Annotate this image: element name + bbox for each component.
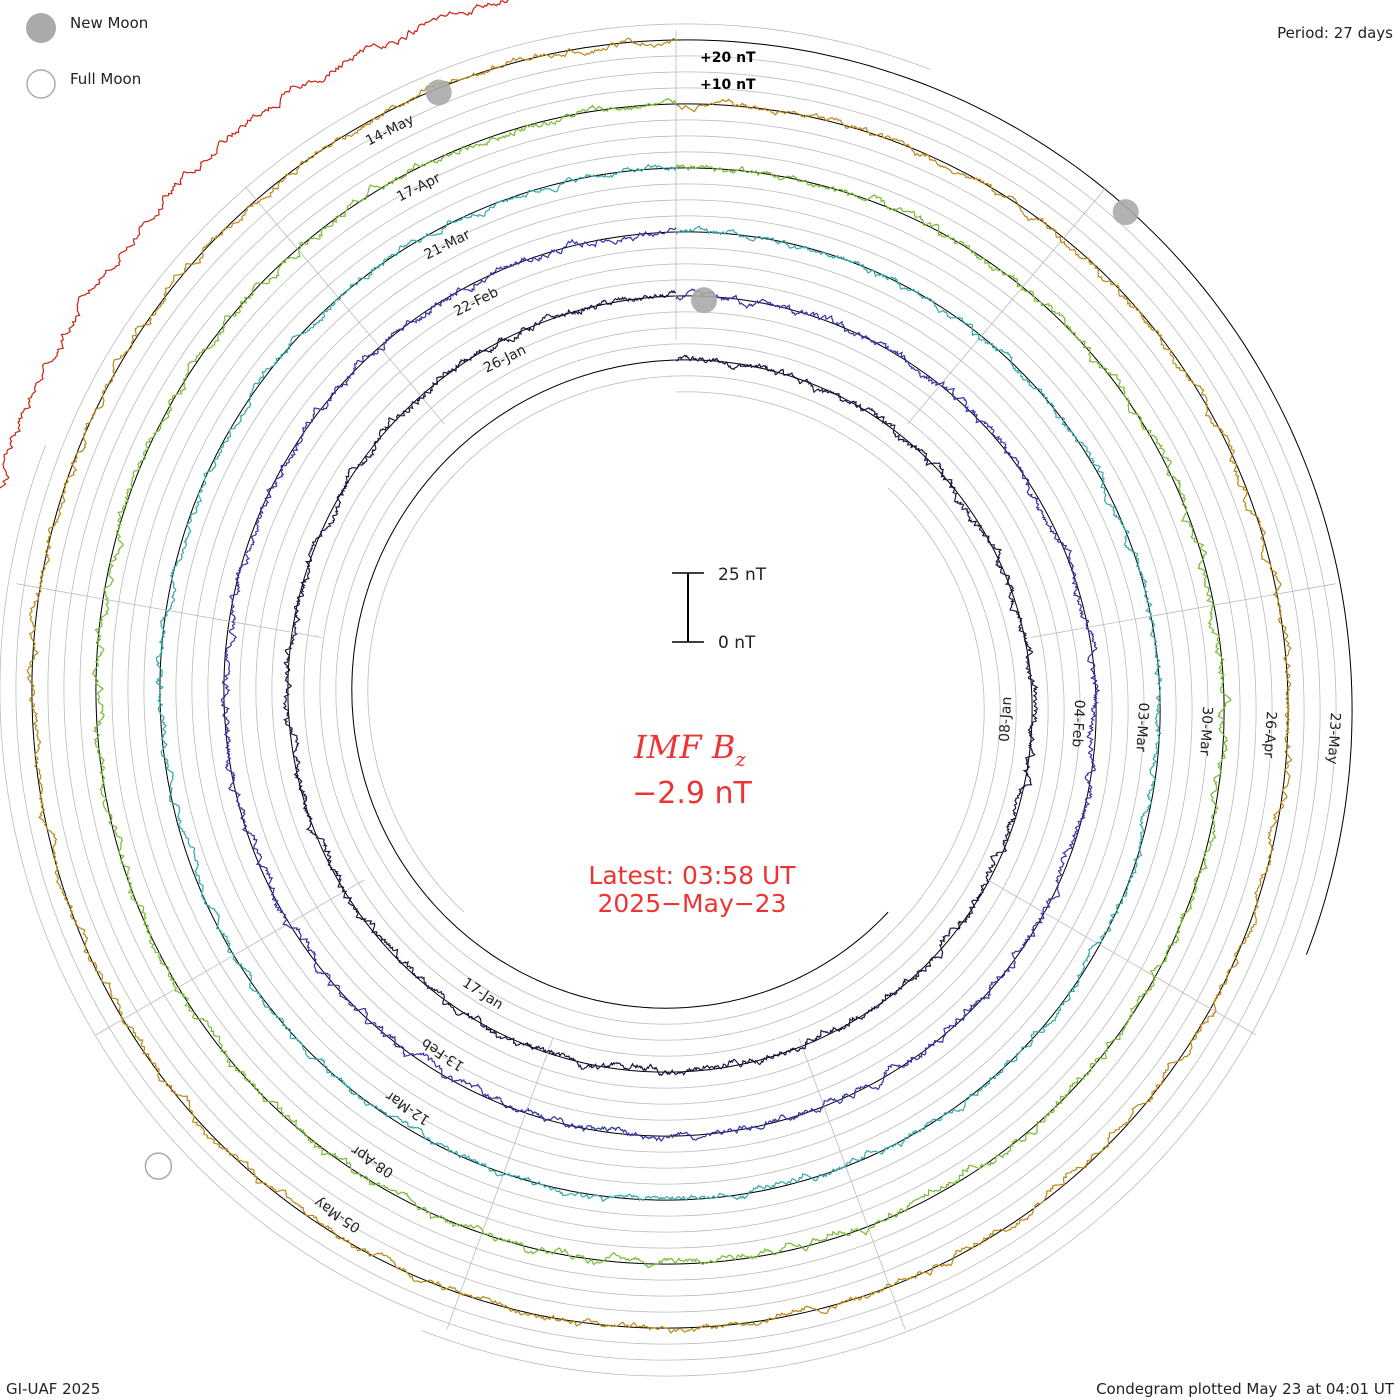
series-line-4 [91, 97, 1232, 1269]
day-spokes [16, 30, 1336, 1330]
gridline-spiral [207, 215, 1113, 1153]
gridline-spiral [111, 119, 1209, 1249]
new-moon-marker [691, 287, 717, 314]
gridline-spiral [0, 71, 1321, 1361]
new-moon-icon [26, 13, 56, 43]
new-moon-marker [425, 79, 452, 106]
current-value: −2.9 nT [632, 776, 752, 811]
full-moon-marker [144, 1152, 173, 1180]
gridline-spiral [47, 55, 1273, 1313]
gridline-spiral [255, 263, 1065, 1105]
gridline-spiral [15, 23, 1305, 1345]
date-tick-label: 26-Apr [1260, 711, 1279, 759]
gridline-spiral [421, 55, 1337, 1377]
day-spoke [446, 1038, 554, 1330]
date-tick-label: 14-May [363, 112, 416, 150]
gridline-spiral [335, 343, 985, 1025]
date-tick-label: 17-Apr [394, 170, 443, 205]
latest-time: Latest: 03:58 UT [588, 861, 796, 890]
date-tick-label: 04-Feb [1069, 699, 1088, 748]
zero-line [223, 231, 1097, 1137]
zero-line [287, 295, 1033, 1073]
series-line-6 [0, 0, 509, 489]
credit-label: GI-UAF 2025 [6, 1380, 100, 1398]
date-tick-label: 05-May [311, 1194, 363, 1236]
date-tick-labels: 08-Jan 17-Jan 26-Jan 04-Feb 13-Feb 22-Feb 03-M… [311, 112, 1343, 1236]
date-tick-label: 26-Jan [481, 342, 529, 377]
zero-line [675, 39, 1353, 955]
gridline-spiral [287, 295, 1033, 1073]
gridline-spiral [143, 151, 1177, 1217]
scale-top-label: 25 nT [718, 565, 767, 585]
plotted-label: Condegram plotted May 23 at 04:01 UT [1096, 1380, 1395, 1398]
gridline-spiral [127, 135, 1193, 1233]
day-spoke [244, 186, 445, 425]
series-line-2 [220, 227, 1100, 1142]
gridline-spiral [159, 167, 1161, 1201]
date-tick-label: 21-Mar [422, 227, 473, 264]
gridline-spiral [367, 375, 677, 913]
date-tick-label: 08-Apr [349, 1141, 397, 1180]
gridline-spiral [175, 183, 1145, 1185]
zero-line [31, 39, 1289, 1329]
gridline-spiral [239, 247, 1081, 1121]
full-moon-icon [26, 69, 56, 99]
ring-label-plus20: +20 nT [700, 50, 756, 66]
period-label: Period: 27 days [1277, 24, 1393, 42]
day-spoke [987, 879, 1257, 1036]
day-spoke [1030, 583, 1336, 638]
date-tick-label: 30-Mar [1196, 706, 1215, 756]
series-traces [0, 0, 1293, 1334]
day-spoke [95, 879, 365, 1036]
parameter-title: IMF Bz [633, 728, 746, 771]
gridline-spiral [675, 23, 931, 70]
zero-line [351, 359, 889, 1009]
date-tick-label: 03-Mar [1132, 702, 1151, 752]
gridline-spiral [95, 103, 1225, 1265]
date-tick-label: 13-Feb [419, 1034, 468, 1074]
scale-bottom-label: 0 nT [718, 633, 756, 653]
gridline-spiral [319, 327, 1001, 1041]
gridline-spiral [63, 71, 1257, 1297]
new-moon-marker [1112, 199, 1139, 226]
zero-line [95, 103, 1225, 1265]
series-line-3 [155, 163, 1163, 1203]
gridline-spiral [303, 311, 1017, 1057]
day-spoke [798, 1038, 906, 1330]
ring-label-plus10: +10 nT [700, 77, 756, 93]
gridline-spiral [191, 199, 1129, 1169]
date-tick-label: 23-May [1324, 712, 1343, 765]
zero-line [159, 167, 1161, 1201]
series-line-1 [282, 289, 1039, 1077]
moon-markers [144, 79, 1139, 1180]
new-moon-label: New Moon [70, 14, 148, 32]
gridline-spiral [271, 279, 1049, 1089]
gridline-spiral [79, 87, 1241, 1281]
full-moon-label: Full Moon [70, 70, 141, 88]
day-spoke [907, 186, 1108, 425]
latest-date: 2025−May−23 [597, 889, 786, 918]
date-tick-label: 17-Jan [459, 975, 506, 1013]
series-line-5 [26, 37, 1293, 1334]
ring-gridlines [0, 23, 1353, 1377]
date-tick-label: 22-Feb [451, 284, 501, 320]
date-tick-label: 08-Jan [997, 696, 1016, 742]
